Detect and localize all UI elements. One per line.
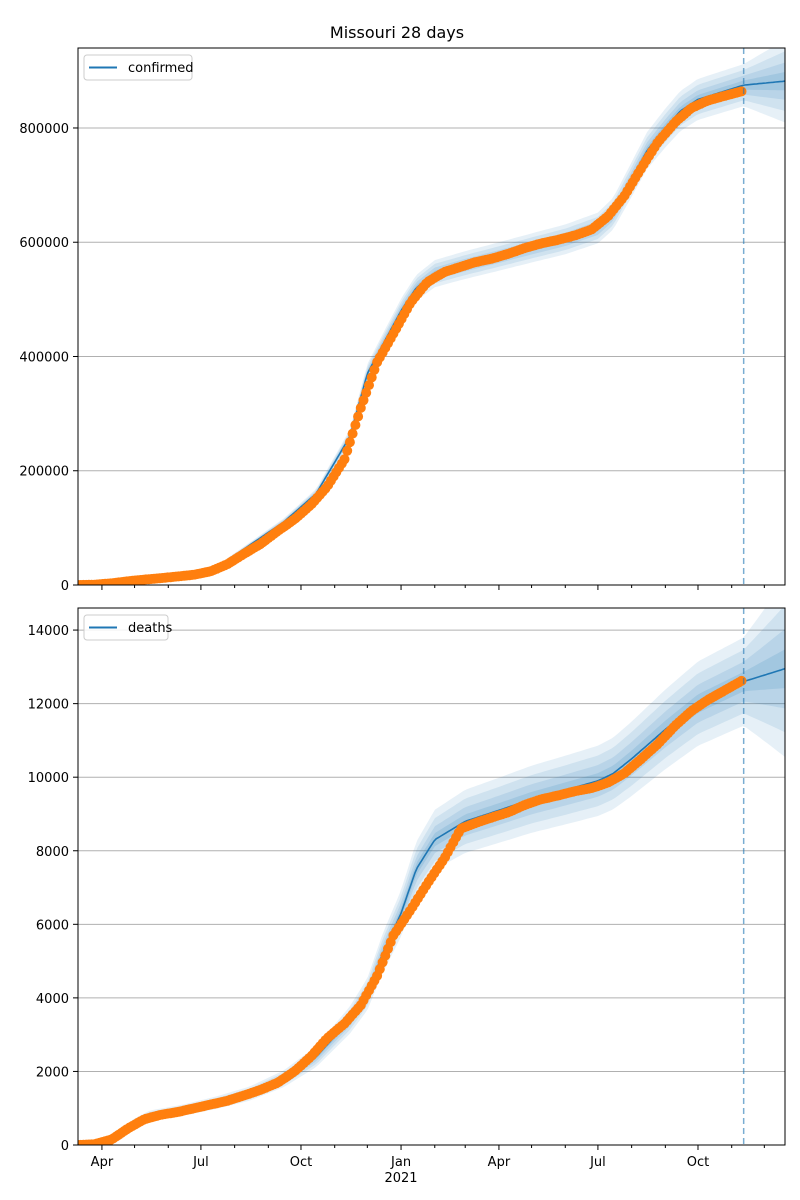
observed-point <box>364 380 374 391</box>
x-tick-label: Apr <box>91 1155 114 1170</box>
confirmed-panel: 0 200000 400000 600000 800000 confirmed <box>19 47 786 594</box>
observed-point <box>353 411 364 422</box>
uncertainty-band <box>78 51 785 585</box>
observed-point <box>369 364 380 375</box>
y-tick-label: 12000 <box>28 698 69 713</box>
legend: confirmed <box>83 54 194 81</box>
x-year-label: 2021 <box>384 1171 417 1186</box>
legend: deaths <box>83 614 173 641</box>
observed-point <box>355 402 366 413</box>
observed-point <box>339 454 350 465</box>
axes-frame <box>77 47 786 586</box>
plot-area <box>78 48 785 585</box>
observed-point <box>366 372 377 383</box>
legend-label: deaths <box>128 621 173 636</box>
uncertainty-band <box>78 629 785 1145</box>
chart-title: Missouri 28 days <box>330 23 464 42</box>
x-tick-label: Jul <box>589 1155 606 1170</box>
plot-area <box>78 608 785 1145</box>
observed-point <box>358 395 369 406</box>
legend-label: confirmed <box>128 61 194 76</box>
x-tick-label: Jan <box>390 1155 411 1170</box>
observed-point <box>342 445 353 456</box>
observed-point <box>347 428 358 439</box>
observed-point <box>344 437 355 448</box>
y-tick-label: 6000 <box>36 918 69 933</box>
y-tick-label: 800000 <box>19 122 69 137</box>
x-tick-label: Apr <box>488 1155 511 1170</box>
y-tick-label: 8000 <box>36 845 69 860</box>
y-tick-label: 600000 <box>19 236 69 251</box>
axes-frame <box>77 607 786 1146</box>
y-tick-label: 200000 <box>19 465 69 480</box>
observed-point <box>350 420 361 430</box>
uncertainty-band <box>78 608 785 1145</box>
uncertainty-band <box>78 72 785 585</box>
x-tick-label: Jul <box>192 1155 209 1170</box>
observed-point <box>736 86 747 97</box>
y-tick-label: 10000 <box>28 771 69 786</box>
x-tick-label: Oct <box>290 1155 312 1170</box>
y-tick-label: 14000 <box>28 624 69 639</box>
uncertainty-band <box>78 649 785 1145</box>
observed-point <box>736 675 747 686</box>
y-tick-label: 2000 <box>36 1065 69 1080</box>
uncertainty-band <box>78 62 785 585</box>
y-tick-label: 400000 <box>19 350 69 365</box>
observed-point <box>361 387 372 398</box>
y-tick-label: 0 <box>61 579 69 594</box>
model-series-line <box>78 80 785 585</box>
deaths-panel: 0 2000 4000 6000 8000 10000 12000 14000 Apr Jul Oc… <box>28 607 786 1186</box>
y-tick-label: 4000 <box>36 992 69 1007</box>
y-tick-label: 0 <box>61 1139 69 1154</box>
x-tick-label: Oct <box>687 1155 709 1170</box>
